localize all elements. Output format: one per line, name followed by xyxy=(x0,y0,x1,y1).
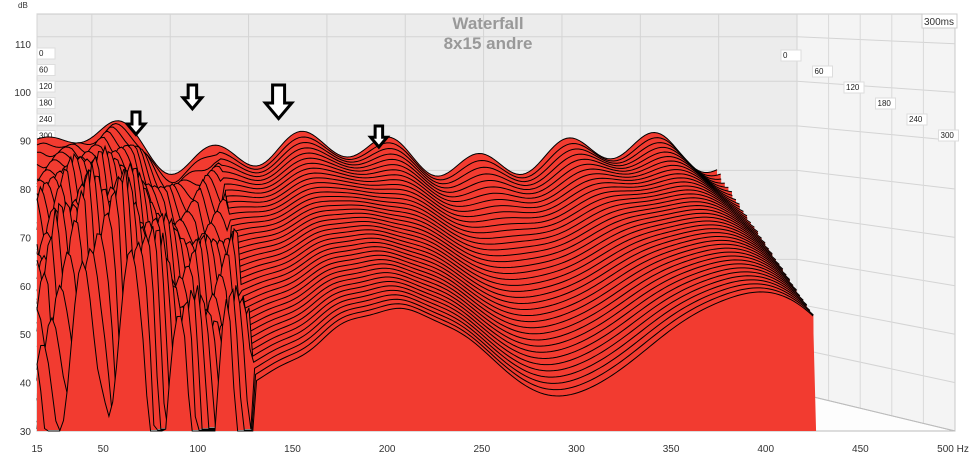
y-axis-label: dB xyxy=(18,1,28,10)
y-tick-label: 70 xyxy=(20,233,32,244)
time-slice-label-left: 300 xyxy=(39,132,53,141)
y-tick-label: 100 xyxy=(14,88,31,99)
x-tick-label: 15 xyxy=(31,444,43,455)
waterfall-slice xyxy=(37,249,817,431)
waterfall-slice-line xyxy=(36,154,741,254)
waterfall-slice-line xyxy=(36,150,759,306)
waterfall-slice-line xyxy=(36,126,722,192)
time-slice-label-left: 180 xyxy=(39,99,53,108)
chart-title: Waterfall xyxy=(452,14,523,33)
x-tick-label: 150 xyxy=(284,444,301,455)
y-tick-label: 40 xyxy=(20,379,32,390)
annotation-arrows xyxy=(123,83,391,150)
arrow-down-icon xyxy=(179,83,205,112)
y-tick-label: 30 xyxy=(20,427,32,438)
waterfall-slice-line xyxy=(36,130,725,199)
waterfall-slice-line xyxy=(37,190,808,429)
time-slice-label-right: 0 xyxy=(783,51,788,60)
time-slice-label-left: 60 xyxy=(39,66,48,75)
x-tick-label: 100 xyxy=(190,444,207,455)
time-slice-label-right: 300 xyxy=(941,131,955,140)
waterfall-slice-line xyxy=(36,186,773,397)
waterfall-slice-line xyxy=(36,149,740,250)
waterfall-slice-line xyxy=(37,212,807,429)
x-tick-label: 500 Hz xyxy=(937,444,969,455)
arrow-down-icon xyxy=(367,124,391,150)
time-slice-label-left: 0 xyxy=(39,49,44,58)
waterfall-slice-line xyxy=(36,177,773,389)
x-tick-label: 350 xyxy=(663,444,680,455)
time-slice-label-right: 120 xyxy=(846,83,860,92)
y-tick-label: 90 xyxy=(20,137,32,148)
waterfall-slice-line xyxy=(36,175,804,427)
time-range-label: 300ms xyxy=(924,17,954,28)
time-slice-label-left: 240 xyxy=(39,115,53,124)
y-tick-label: 110 xyxy=(15,40,31,51)
time-slice-label-right: 240 xyxy=(909,115,923,124)
x-tick-label: 50 xyxy=(98,444,110,455)
x-tick-label: 300 xyxy=(568,444,585,455)
y-tick-label: 80 xyxy=(20,185,32,196)
y-tick-label: 50 xyxy=(20,330,32,341)
arrow-down-icon xyxy=(123,110,149,137)
time-range-box xyxy=(921,13,958,29)
x-tick-label: 450 xyxy=(852,444,869,455)
x-tick-label: 400 xyxy=(757,444,774,455)
y-tick-label: 60 xyxy=(20,282,32,293)
time-slice-label-left: 120 xyxy=(39,82,53,91)
time-slice-label-right: 60 xyxy=(815,67,824,76)
waterfall-slices xyxy=(36,120,817,432)
x-tick-label: 250 xyxy=(473,444,490,455)
arrow-down-icon xyxy=(262,83,296,121)
x-tick-label: 200 xyxy=(379,444,396,455)
chart-subtitle: 8x15 andre xyxy=(444,34,533,53)
time-slice-label-right: 180 xyxy=(878,99,892,108)
waterfall-slice-line xyxy=(36,248,814,432)
